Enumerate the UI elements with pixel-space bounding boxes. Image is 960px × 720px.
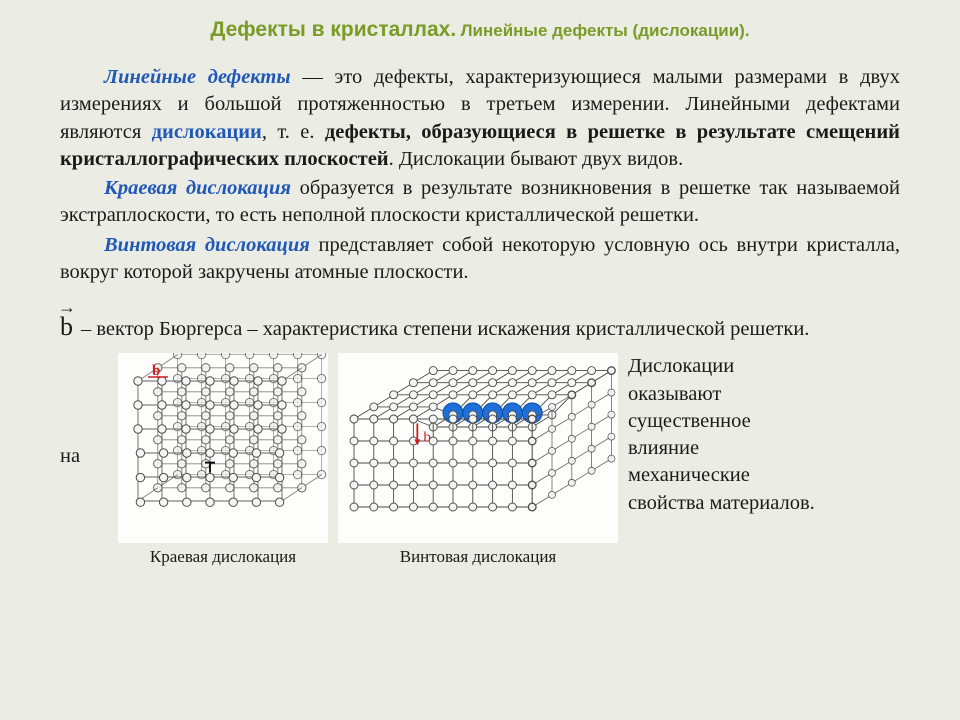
paragraph-1: Линейные дефекты — это дефекты, характер… [60, 64, 900, 173]
term-screw-dislocation: Винтовая дислокация [104, 234, 310, 256]
body-text: Линейные дефекты — это дефекты, характер… [60, 64, 900, 343]
figure-edge: b Краевая дислокация [118, 353, 328, 567]
vector-text: – вектор Бюргерса – характеристика степе… [81, 300, 809, 343]
screw-dislocation-diagram: b [338, 353, 618, 543]
title-main: Дефекты в кристаллах. [210, 18, 456, 41]
term-edge-dislocation: Краевая дислокация [104, 177, 291, 199]
screw-caption: Винтовая дислокация [400, 547, 557, 567]
edge-dislocation-diagram: b [118, 353, 328, 543]
term-dislocations: дислокации [152, 121, 262, 143]
paragraph-3: Винтовая дислокация представляет собой н… [60, 232, 900, 287]
edge-caption: Краевая дислокация [150, 547, 296, 567]
figures-row: на b Краевая дислокация b Винтовая дисло… [60, 353, 900, 567]
vector-b-symbol: b [60, 300, 73, 340]
side-note: Дислокации оказывают существенное влияни… [628, 353, 818, 517]
na-fragment: на [60, 353, 108, 468]
svg-text:b: b [423, 430, 431, 446]
figure-screw: b Винтовая дислокация [338, 353, 618, 567]
page-title: Дефекты в кристаллах. Линейные дефекты (… [60, 18, 900, 42]
term-linear-defects: Линейные дефекты [104, 66, 291, 88]
paragraph-2: Краевая дислокация образуется в результа… [60, 175, 900, 230]
burgers-vector-block: b – вектор Бюргерса – характеристика сте… [60, 300, 900, 343]
title-sub: Линейные дефекты (дислокации). [461, 21, 750, 40]
